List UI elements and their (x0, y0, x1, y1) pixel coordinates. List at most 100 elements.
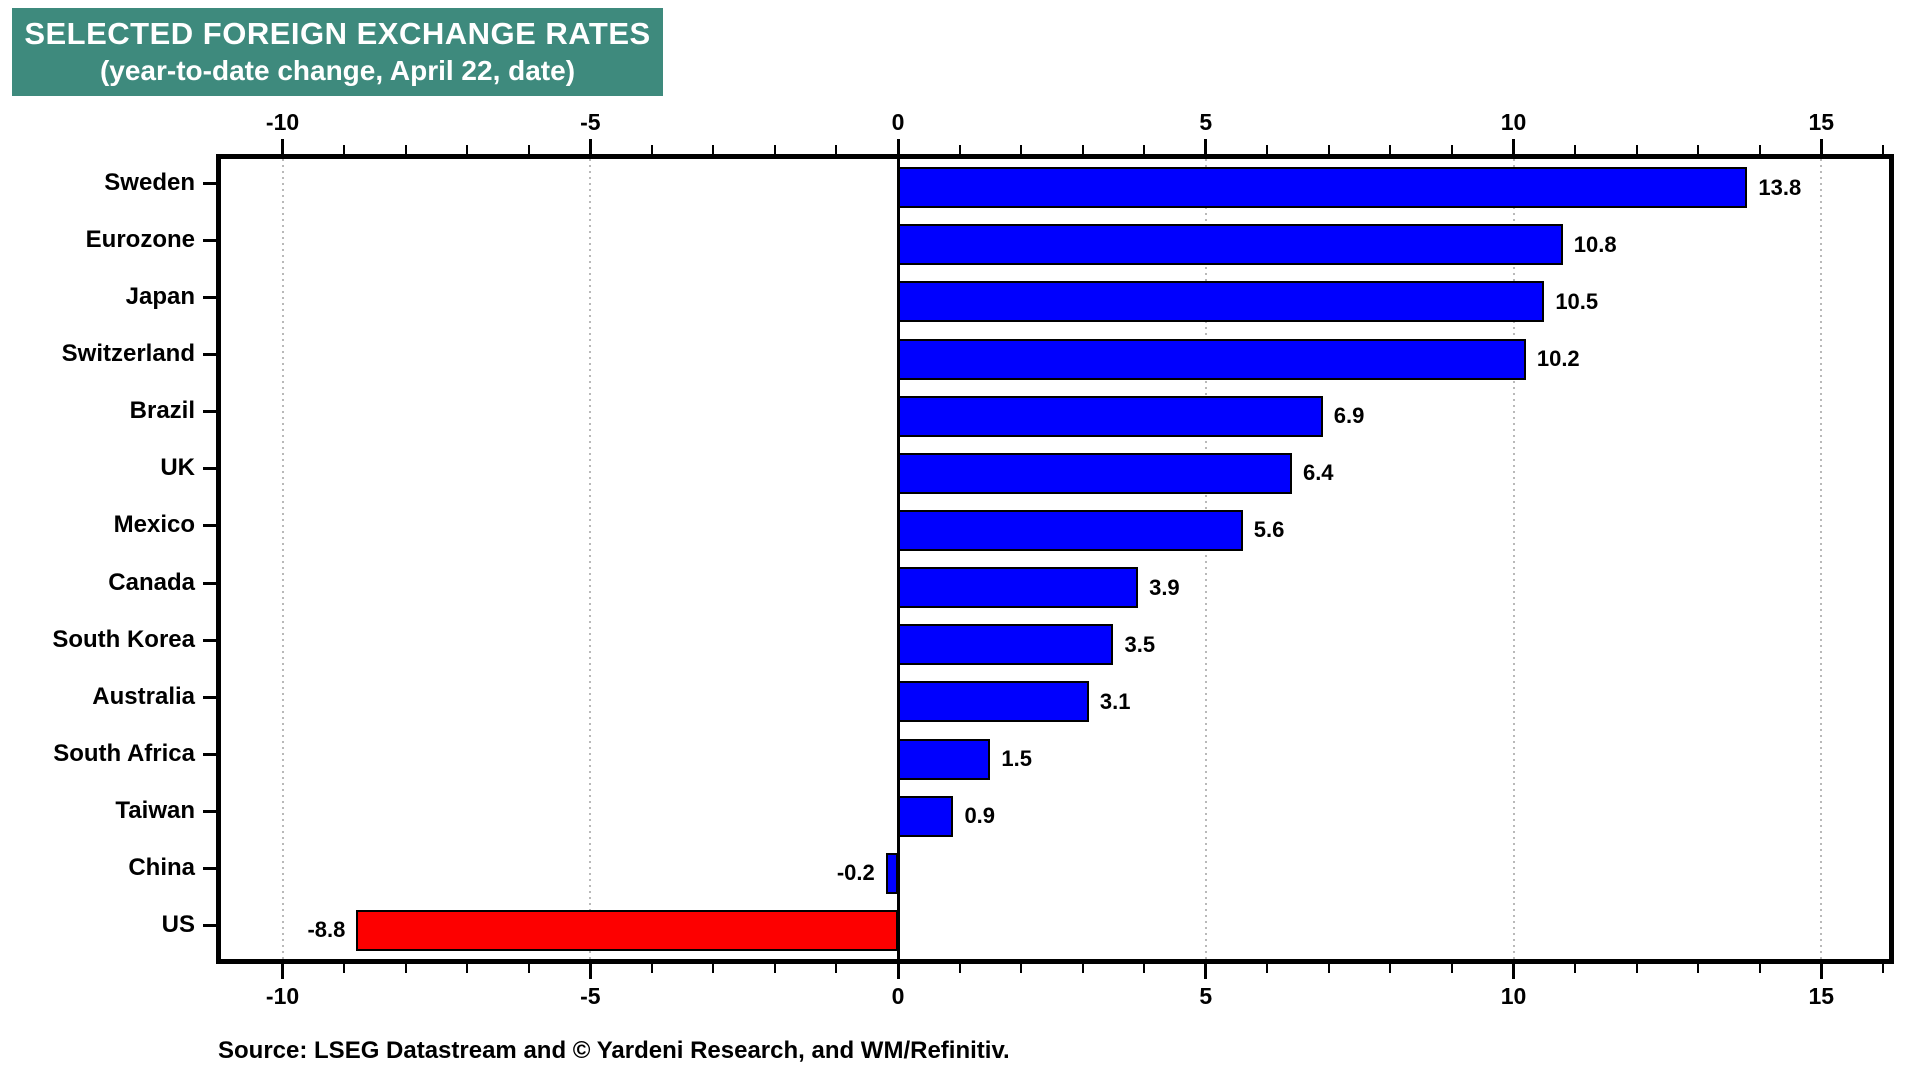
value-label-sweden: 13.8 (1758, 174, 1802, 200)
bar-us (356, 909, 899, 951)
x-minor-tick-top--9 (343, 145, 346, 154)
category-label-japan: Japan (125, 282, 195, 310)
value-label-uk: 6.4 (1302, 460, 1334, 486)
x-major-tick-bottom-0 (896, 964, 900, 979)
x-minor-tick-bottom--6 (527, 964, 530, 973)
x-tick-label-top-15: 15 (1808, 109, 1835, 135)
x-minor-tick-top--2 (773, 145, 776, 154)
category-label-mexico: Mexico (113, 511, 195, 539)
value-label-canada: 3.9 (1149, 574, 1180, 600)
chart-subtitle: (year-to-date change, April 22, date) (99, 55, 576, 86)
y-tick-brazil (203, 410, 216, 414)
value-label-south-africa: 1.5 (1001, 746, 1032, 771)
x-major-tick-top-0 (896, 139, 900, 154)
gridline-15 (1820, 159, 1823, 959)
x-tick-label-bottom--5: -5 (580, 983, 601, 1009)
x-minor-tick-top-13 (1697, 145, 1700, 154)
x-minor-tick-bottom-13 (1697, 964, 1700, 973)
x-minor-tick-top-2 (1020, 145, 1023, 154)
category-label-taiwan: Taiwan (115, 797, 195, 825)
value-label-taiwan: 0.9 (964, 803, 996, 829)
x-major-tick-top--10 (281, 139, 285, 154)
y-tick-sweden (203, 181, 216, 185)
x-minor-tick-bottom-1 (958, 964, 961, 973)
value-label-eurozone: 10.8 (1573, 231, 1617, 257)
x-minor-tick-bottom-8 (1389, 964, 1392, 973)
bar-japan (898, 281, 1545, 323)
plot-inner: 13.8 10.8 10.5 10.2 6.9 6.4 5.6 3.9 3.5 3.1 1.5 0.9… (221, 159, 1889, 959)
y-tick-china (203, 867, 216, 871)
y-tick-switzerland (203, 353, 216, 356)
x-minor-tick-bottom-6 (1266, 964, 1269, 973)
x-minor-tick-top--7 (466, 145, 469, 154)
y-tick-uk (203, 467, 216, 471)
y-tick-australia (203, 695, 216, 699)
x-major-tick-bottom-5 (1204, 964, 1208, 979)
bar-brazil (898, 395, 1323, 437)
category-label-canada: Canada (108, 568, 195, 596)
x-minor-tick-bottom--7 (466, 964, 469, 973)
x-minor-tick-bottom-3 (1081, 964, 1084, 973)
x-tick-label-bottom-10: 10 (1500, 983, 1527, 1009)
value-label-brazil: 6.9 (1333, 403, 1365, 429)
x-minor-tick-bottom-4 (1143, 964, 1146, 973)
bar-sweden (898, 167, 1748, 209)
value-label-south-korea: 3.5 (1124, 631, 1156, 657)
x-tick-label-top-5: 5 (1199, 109, 1213, 135)
value-label-mexico: 5.6 (1253, 517, 1285, 543)
x-tick-label-top-10: 10 (1500, 109, 1527, 135)
category-label-sweden: Sweden (104, 168, 195, 196)
category-label-south-korea: South Korea (52, 625, 195, 653)
x-major-tick-top-5 (1204, 139, 1208, 154)
x-minor-tick-bottom-14 (1758, 964, 1761, 973)
x-minor-tick-top--3 (712, 145, 715, 154)
x-minor-tick-top-8 (1389, 145, 1392, 154)
y-tick-south-korea (203, 638, 216, 642)
category-label-us: US (161, 911, 195, 939)
chart-title: SELECTED FOREIGN EXCHANGE RATES (24, 16, 651, 51)
x-minor-tick-top-4 (1143, 145, 1146, 154)
bar-south-africa (898, 738, 991, 780)
x-minor-tick-top-9 (1450, 145, 1453, 154)
x-minor-tick-bottom--9 (343, 964, 346, 973)
y-tick-mexico (203, 524, 216, 528)
x-major-tick-top-15 (1819, 139, 1823, 154)
category-label-china: China (128, 854, 195, 882)
y-tick-eurozone (203, 238, 216, 242)
x-minor-tick-bottom-2 (1020, 964, 1023, 973)
x-minor-tick-bottom--8 (404, 964, 407, 973)
x-tick-label-bottom-5: 5 (1199, 983, 1213, 1009)
x-major-tick-top--5 (588, 139, 592, 154)
x-tick-label-top--5: -5 (580, 109, 601, 135)
x-minor-tick-bottom-12 (1635, 964, 1638, 973)
x-tick-label-bottom-15: 15 (1808, 983, 1835, 1009)
x-minor-tick-top-3 (1081, 145, 1084, 154)
x-minor-tick-bottom--3 (712, 964, 715, 973)
gridline--5 (589, 159, 592, 959)
x-major-tick-bottom-15 (1819, 964, 1823, 979)
x-minor-tick-bottom-9 (1450, 964, 1453, 973)
plot-area: 13.8 10.8 10.5 10.2 6.9 6.4 5.6 3.9 3.5 3.1 1.5 0.9… (216, 154, 1894, 964)
x-tick-label-bottom-0: 0 (891, 983, 905, 1009)
bar-mexico (898, 509, 1243, 551)
x-minor-tick-top--1 (835, 145, 838, 154)
x-minor-tick-top-14 (1758, 145, 1761, 154)
gridline--10 (281, 159, 284, 959)
x-minor-tick-top--6 (527, 145, 530, 154)
category-label-brazil: Brazil (129, 397, 195, 425)
x-minor-tick-bottom-16 (1881, 964, 1884, 973)
bar-taiwan (898, 795, 954, 837)
category-label-australia: Australia (92, 682, 195, 710)
x-major-tick-bottom--5 (588, 964, 592, 979)
y-tick-canada (203, 581, 216, 585)
gridline-5 (1204, 159, 1207, 959)
bar-australia (898, 681, 1089, 723)
category-label-south-africa: South Africa (53, 740, 195, 767)
x-tick-label-bottom--10: -10 (265, 983, 300, 1009)
x-minor-tick-top-6 (1266, 145, 1269, 154)
x-tick-label-top-0: 0 (891, 109, 905, 135)
x-major-tick-bottom--10 (281, 964, 285, 979)
category-label-uk: UK (160, 454, 195, 482)
x-minor-tick-top-12 (1635, 145, 1638, 154)
value-label-us: -8.8 (307, 917, 346, 943)
